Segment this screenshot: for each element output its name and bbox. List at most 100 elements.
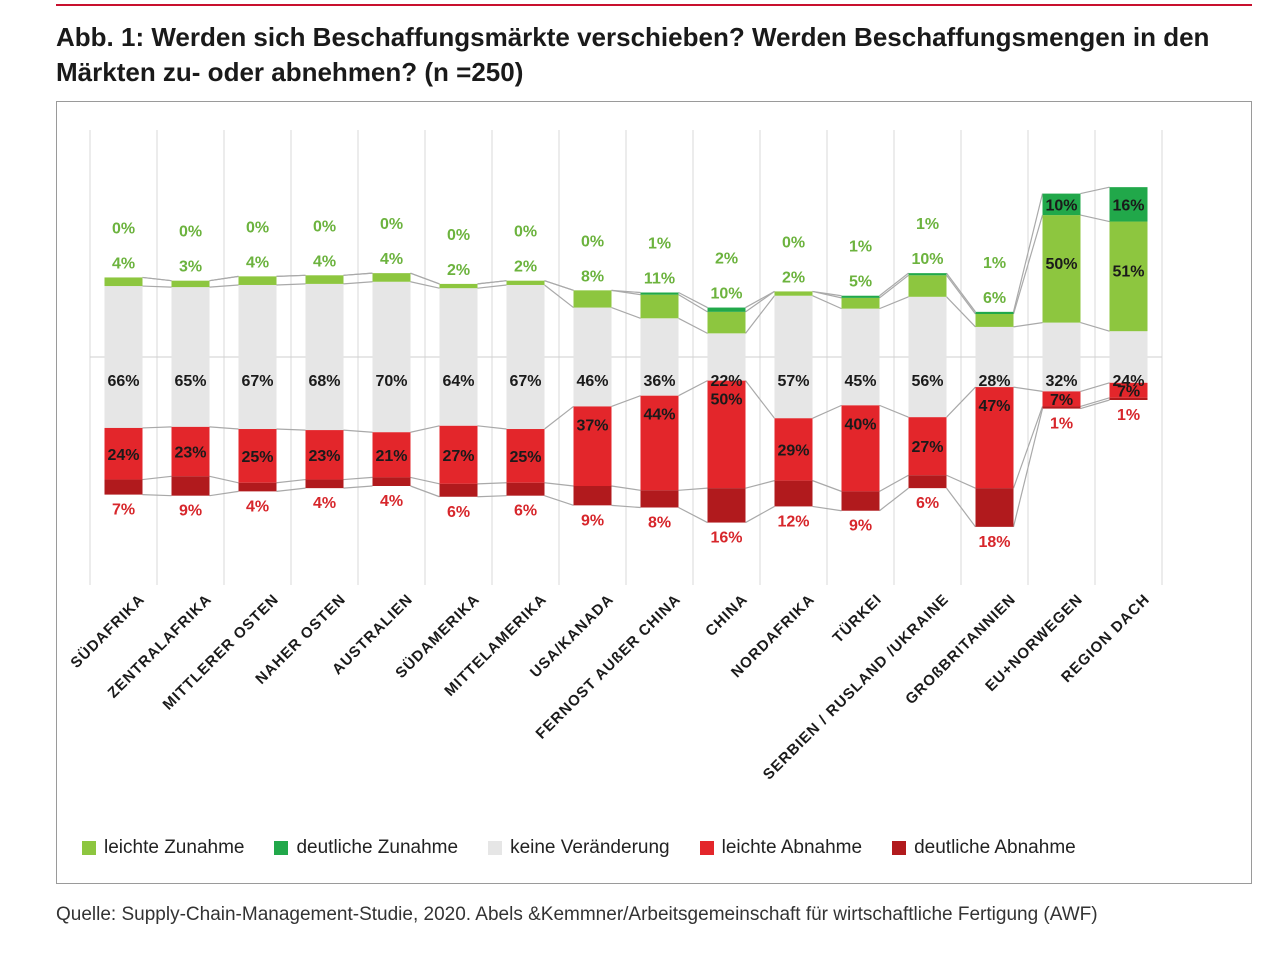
label-leichte-zunahme-china: 10% bbox=[710, 286, 742, 303]
label-leichte-zunahme-südafrika: 4% bbox=[112, 255, 135, 272]
label-deutliche-zunahme-usa-kanada: 0% bbox=[581, 233, 604, 250]
label-keine-veraenderung-mittelamerika: 67% bbox=[509, 373, 541, 390]
connector-dabot-12 bbox=[946, 487, 976, 528]
bar-leichte-zunahme-mittlerer-osten bbox=[238, 276, 277, 285]
label-deutliche-abnahme-naher-osten: 4% bbox=[313, 495, 336, 512]
legend-swatch-deutliche-zunahme bbox=[274, 841, 289, 855]
bar-keine-veraenderung-großbritannien bbox=[975, 326, 1014, 388]
connector-dabot-0 bbox=[142, 494, 172, 497]
connector-kvtop-11 bbox=[879, 296, 909, 310]
label-keine-veraenderung-china: 22% bbox=[710, 373, 742, 390]
bar-leichte-abnahme-mittelamerika bbox=[506, 429, 545, 483]
source-note: Quelle: Supply-Chain-Management-Studie, … bbox=[56, 904, 1098, 925]
label-deutliche-zunahme-australien: 0% bbox=[380, 216, 403, 233]
label-leichte-zunahme-südamerika: 2% bbox=[447, 262, 470, 279]
connector-kvtop-5 bbox=[477, 284, 507, 289]
bar-leichte-abnahme-usa-kanada bbox=[573, 406, 612, 486]
label-leichte-abnahme-mittlerer-osten: 25% bbox=[241, 449, 273, 466]
label-keine-veraenderung-region-dach: 24% bbox=[1112, 373, 1144, 390]
label-deutliche-zunahme-region-dach: 16% bbox=[1112, 197, 1144, 214]
bar-leichte-zunahme-südamerika bbox=[439, 283, 478, 289]
connector-kvtop-8 bbox=[678, 317, 708, 334]
label-keine-veraenderung-naher-osten: 68% bbox=[308, 373, 340, 390]
label-keine-veraenderung-usa-kanada: 46% bbox=[576, 373, 608, 390]
connector-dabot-7 bbox=[611, 504, 641, 509]
connector-lztop-11 bbox=[879, 274, 909, 299]
connector-lztop-7 bbox=[611, 289, 641, 296]
connector-labot-4 bbox=[410, 476, 440, 485]
connector-kvtop-4 bbox=[410, 281, 440, 289]
legend-label-keine-veraenderung: keine Veränderung bbox=[510, 837, 670, 858]
bar-deutliche-abnahme-fernost-außer-china bbox=[640, 490, 679, 508]
label-deutliche-abnahme-südafrika: 7% bbox=[112, 502, 135, 519]
bar-deutliche-abnahme-mittelamerika bbox=[506, 482, 545, 496]
connector-kvtop-1 bbox=[209, 284, 239, 288]
label-leichte-zunahme-australien: 4% bbox=[380, 251, 403, 268]
connector-labot-5 bbox=[477, 482, 507, 485]
bar-leichte-zunahme-türkei bbox=[841, 297, 880, 309]
label-deutliche-zunahme-china: 2% bbox=[715, 251, 738, 268]
bar-deutliche-zunahme-fernost-außer-china bbox=[640, 292, 679, 295]
connector-kvbot-14 bbox=[1080, 382, 1110, 392]
label-leichte-abnahme-südafrika: 24% bbox=[107, 447, 139, 464]
bar-keine-veraenderung-eu-norwegen bbox=[1042, 322, 1081, 392]
connector-lztop-8 bbox=[678, 294, 708, 313]
bar-leichte-abnahme-großbritannien bbox=[975, 387, 1014, 489]
bar-deutliche-abnahme-südafrika bbox=[104, 479, 143, 495]
label-leichte-abnahme-südamerika: 27% bbox=[442, 448, 474, 465]
legend-item-deutliche-zunahme: deutliche Zunahme bbox=[274, 837, 458, 859]
label-leichte-zunahme-usa-kanada: 8% bbox=[581, 268, 604, 285]
label-deutliche-zunahme-mittlerer-osten: 0% bbox=[246, 219, 269, 236]
connector-dabot-4 bbox=[410, 485, 440, 498]
legend-item-leichte-zunahme: leichte Zunahme bbox=[82, 837, 244, 859]
connector-dztop-11 bbox=[879, 272, 909, 297]
label-leichte-zunahme-nordafrika: 2% bbox=[782, 269, 805, 286]
label-deutliche-abnahme-eu-norwegen: 1% bbox=[1050, 416, 1073, 433]
label-keine-veraenderung-eu-norwegen: 32% bbox=[1045, 373, 1077, 390]
connector-dabot-1 bbox=[209, 490, 239, 497]
bar-leichte-zunahme-australien bbox=[372, 273, 411, 282]
legend-swatch-leichte-zunahme bbox=[82, 841, 96, 855]
bar-leichte-zunahme-serbien-rusland-ukraine bbox=[908, 275, 947, 297]
bar-leichte-abnahme-südafrika bbox=[104, 427, 143, 480]
connector-kvtop-9 bbox=[745, 295, 775, 334]
bar-deutliche-abnahme-serbien-rusland-ukraine bbox=[908, 475, 947, 489]
connector-lztop-6 bbox=[544, 280, 574, 291]
label-deutliche-abnahme-australien: 4% bbox=[380, 493, 403, 510]
bar-leichte-abnahme-china bbox=[707, 380, 746, 489]
bar-leichte-abnahme-türkei bbox=[841, 405, 880, 492]
connector-dabot-2 bbox=[276, 487, 306, 492]
bar-leichte-zunahme-region-dach bbox=[1109, 221, 1148, 332]
connector-lztop-14 bbox=[1080, 214, 1110, 223]
connector-kvbot-8 bbox=[678, 380, 708, 397]
label-keine-veraenderung-türkei: 45% bbox=[844, 373, 876, 390]
label-keine-veraenderung-mittlerer-osten: 67% bbox=[241, 373, 273, 390]
bar-keine-veraenderung-südamerika bbox=[439, 288, 478, 426]
label-leichte-abnahme-region-dach: 7% bbox=[1117, 383, 1140, 400]
connector-kvtop-3 bbox=[343, 281, 373, 285]
connector-dabot-6 bbox=[544, 495, 574, 506]
label-leichte-abnahme-türkei: 40% bbox=[844, 416, 876, 433]
legend-item-leichte-abnahme: leichte Abnahme bbox=[699, 837, 862, 859]
chart-legend: leichte Zunahme deutliche Zunahme keine … bbox=[82, 836, 1106, 860]
category-label-china: CHINA bbox=[702, 591, 751, 640]
label-leichte-zunahme-serbien-rusland-ukraine: 10% bbox=[911, 251, 943, 268]
label-deutliche-zunahme-naher-osten: 0% bbox=[313, 218, 336, 235]
bar-leichte-zunahme-zentralafrika bbox=[171, 280, 210, 288]
connector-lztop-4 bbox=[410, 272, 440, 285]
connector-kvtop-0 bbox=[142, 285, 172, 288]
label-deutliche-abnahme-serbien-rusland-ukraine: 6% bbox=[916, 495, 939, 512]
connector-lztop-2 bbox=[276, 274, 306, 277]
label-leichte-abnahme-australien: 21% bbox=[375, 448, 407, 465]
label-leichte-zunahme-großbritannien: 6% bbox=[983, 290, 1006, 307]
bar-leichte-zunahme-eu-norwegen bbox=[1042, 215, 1081, 323]
connector-dztop-14 bbox=[1080, 186, 1110, 195]
connector-dabot-13 bbox=[1012, 408, 1044, 527]
bar-deutliche-abnahme-großbritannien bbox=[975, 488, 1014, 527]
connector-kvbot-11 bbox=[879, 404, 909, 418]
bar-leichte-abnahme-eu-norwegen bbox=[1042, 391, 1081, 407]
bar-leichte-zunahme-china bbox=[707, 311, 746, 334]
label-leichte-abnahme-usa-kanada: 37% bbox=[576, 417, 608, 434]
label-deutliche-abnahme-mittlerer-osten: 4% bbox=[246, 498, 269, 515]
connector-kvbot-0 bbox=[142, 426, 172, 429]
